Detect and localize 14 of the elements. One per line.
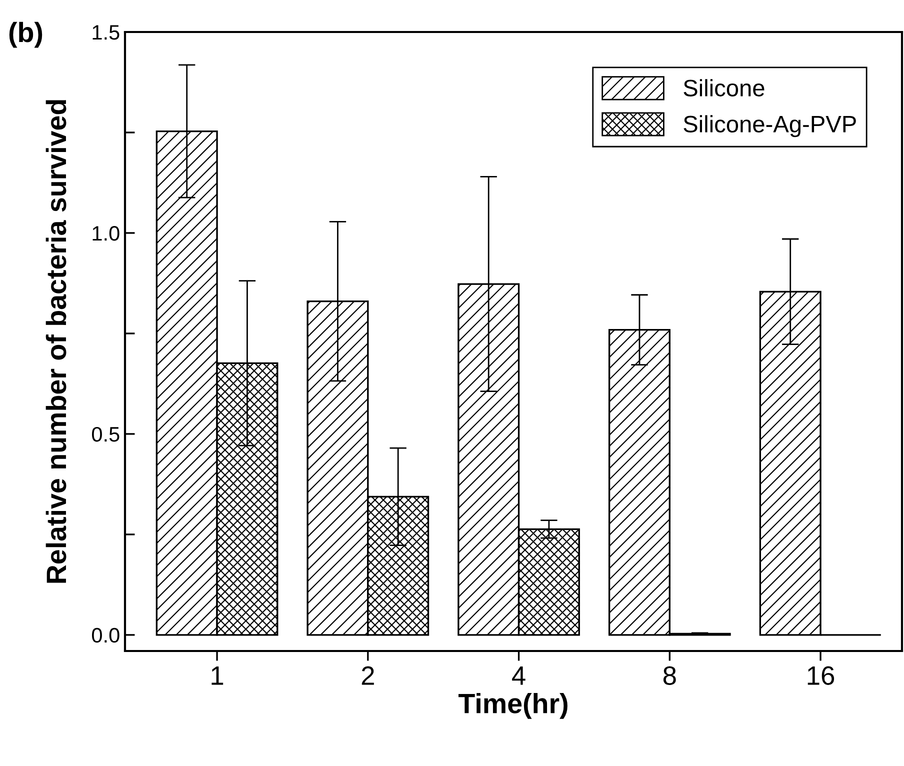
y-tick-label: 1.0 [92,226,120,241]
x-tick-label: 2 [362,666,374,685]
text: (b) [9,22,42,48]
x-tick-label: 1 [212,666,224,685]
x-tick-label: 4 [512,666,526,685]
y-tick-label: 0.0 [92,628,120,643]
y-axis-title: Relative number of bacteria survived [46,100,66,583]
y-tick-label: 0.5 [92,426,120,442]
x-axis-title: Time(hr) [458,692,568,719]
legend-label: Silicone-Ag-PVP [684,115,856,138]
x-tick-label: 8 [663,666,676,685]
y-tick-label: 1.5 [92,25,120,40]
legend-label: Silicone [684,79,764,96]
x-tick-label: 16 [808,666,834,685]
